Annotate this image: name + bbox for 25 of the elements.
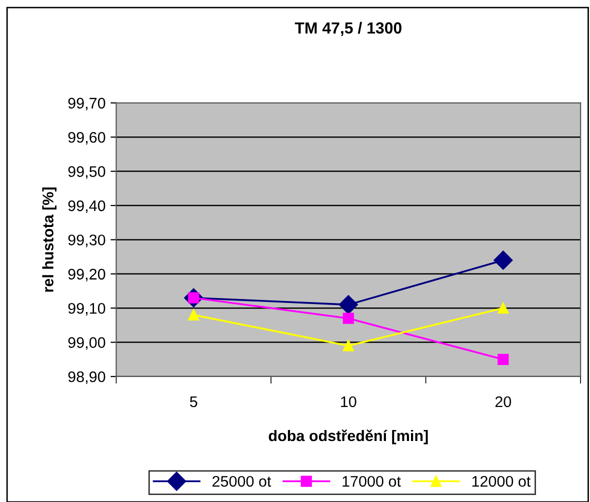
x-tick-label: 20 xyxy=(495,396,512,408)
point xyxy=(342,312,354,324)
x-axis-title: doba odstředění [min] xyxy=(268,430,428,444)
point xyxy=(188,309,200,320)
y-tick-label: 99,20 xyxy=(68,268,106,282)
chart-title: TM 47,5 / 1300 xyxy=(294,22,402,36)
point xyxy=(494,250,513,270)
point xyxy=(338,295,358,314)
point xyxy=(342,340,354,352)
y-tick-label: 99,40 xyxy=(68,200,106,213)
x-tick-label: 5 xyxy=(190,396,198,408)
legend-label: 17000 ot xyxy=(342,476,401,487)
y-tick-label: 99,70 xyxy=(68,98,106,110)
y-tick-label: 99,60 xyxy=(68,132,106,145)
point xyxy=(498,354,509,365)
y-tick-label: 99,10 xyxy=(68,302,106,316)
x-tick-label: 10 xyxy=(341,396,356,408)
legend-label: 25000 ot xyxy=(212,476,272,487)
y-tick-label: 98,90 xyxy=(68,371,106,384)
y-tick-label: 99,30 xyxy=(68,234,106,248)
point xyxy=(498,302,509,314)
y-tick-label: 99,00 xyxy=(68,337,106,350)
legend-label: 12000 ot xyxy=(472,476,531,487)
y-axis-title: rel hustota [%] xyxy=(42,188,56,292)
y-tick-label: 99,50 xyxy=(68,166,106,179)
